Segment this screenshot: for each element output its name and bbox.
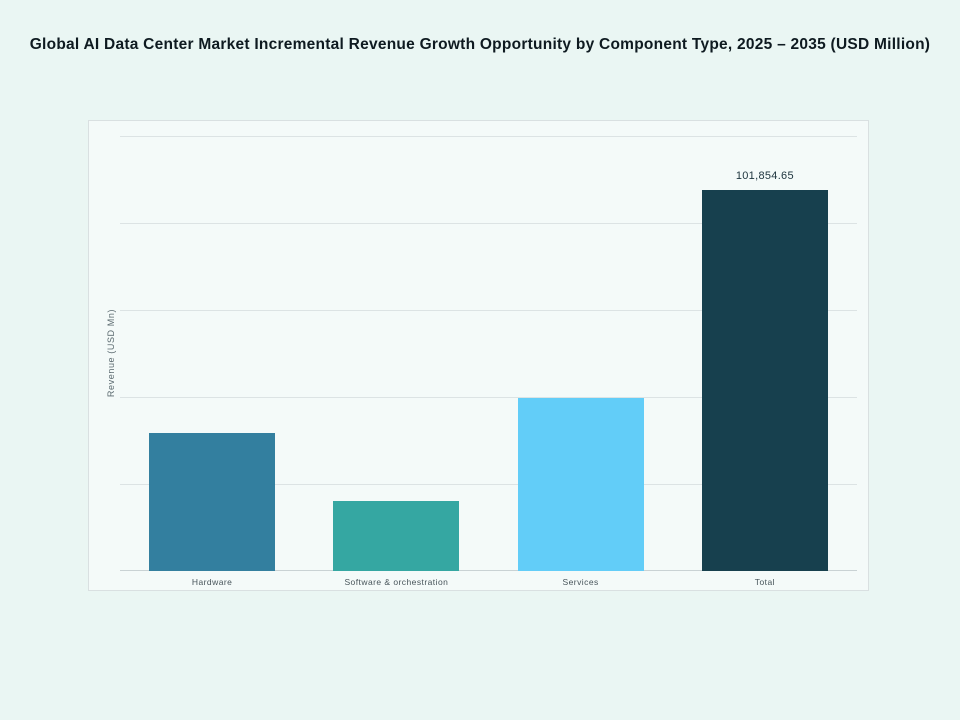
bar-value-label: 101,854.65 [735,170,794,182]
bar-total [701,190,828,571]
bar-software-orchestration [333,501,460,571]
x-axis-line [120,570,857,571]
plot-area: 101,854.65 [120,121,857,571]
x-axis-label: Hardware [191,577,233,587]
x-axis-label: Software & orchestration [344,577,449,587]
x-axis-label: Services [562,577,599,587]
gridline [120,397,857,398]
chart-panel: Revenue (USD Mn) 101,854.65 Hardware Soft… [88,120,869,591]
gridline [120,223,857,224]
bar-hardware [149,433,276,571]
gridline [120,310,857,311]
bar-services [517,398,644,571]
chart-title: Global AI Data Center Market Incremental… [29,36,931,53]
x-axis-label: Total [754,577,775,587]
gridline [120,136,857,137]
y-axis-title: Revenue (USD Mn) [106,308,116,398]
gridline [120,484,857,485]
x-axis-labels: Hardware Software & orchestration Services… [120,577,857,587]
